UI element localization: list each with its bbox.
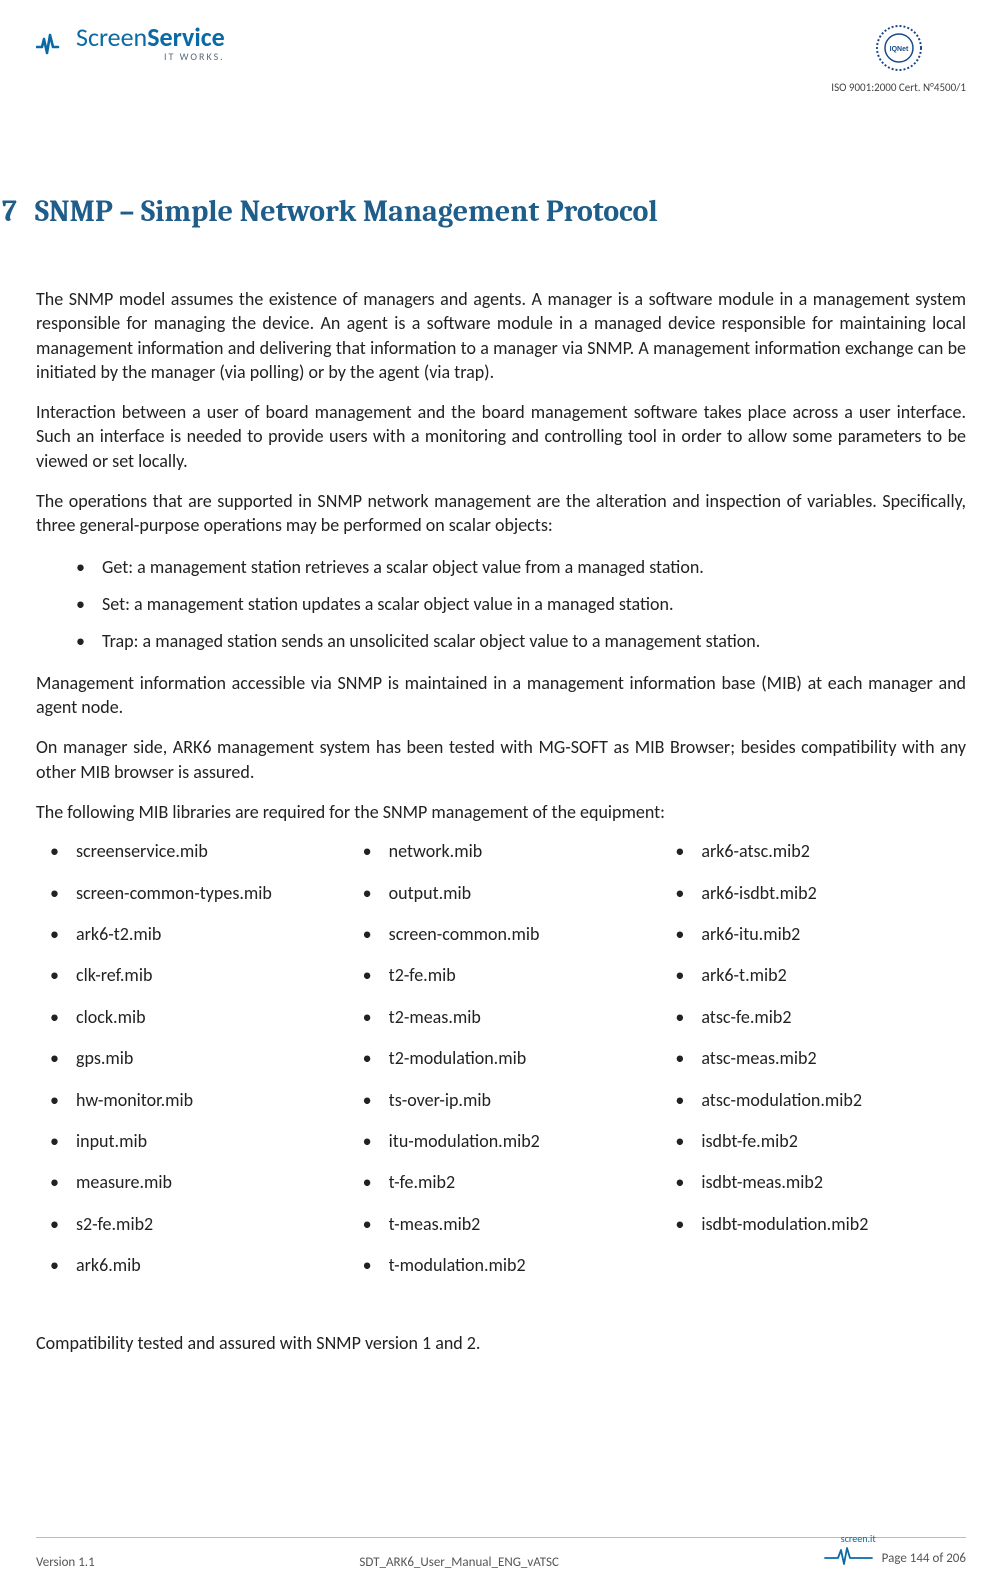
logo-tagline: IT WORKS. bbox=[76, 52, 225, 62]
mib-item: ts-over-ip.mib bbox=[349, 1089, 654, 1112]
paragraph: Management information accessible via SN… bbox=[36, 671, 966, 720]
paragraph: The SNMP model assumes the existence of … bbox=[36, 287, 966, 384]
mib-item: t2-meas.mib bbox=[349, 1006, 654, 1029]
mib-item: t2-modulation.mib bbox=[349, 1047, 654, 1070]
mib-item: network.mib bbox=[349, 840, 654, 863]
header-right: IQNet ISO 9001:2000 Cert. N°4500/1 bbox=[831, 24, 966, 94]
mib-item: s2-fe.mib2 bbox=[36, 1213, 341, 1236]
footer-page: Page 144 of 206 bbox=[882, 1551, 966, 1566]
iqnet-badge-icon: IQNet bbox=[875, 24, 923, 72]
mib-item: t-modulation.mib2 bbox=[349, 1254, 654, 1277]
section-heading: 7 SNMP – Simple Network Management Proto… bbox=[2, 194, 966, 229]
mib-item: ark6-t.mib2 bbox=[661, 964, 966, 987]
footer-version: Version 1.1 bbox=[36, 1555, 95, 1570]
mib-item: isdbt-fe.mib2 bbox=[661, 1130, 966, 1153]
iso-cert-text: ISO 9001:2000 Cert. N°4500/1 bbox=[831, 81, 966, 94]
section-title: SNMP – Simple Network Management Protoco… bbox=[35, 194, 658, 229]
mib-item: output.mib bbox=[349, 882, 654, 905]
mib-item: screen-common-types.mib bbox=[36, 882, 341, 905]
logo-left: ScreenService IT WORKS. bbox=[36, 24, 225, 62]
mib-item: atsc-fe.mib2 bbox=[661, 1006, 966, 1029]
mib-item: hw-monitor.mib bbox=[36, 1089, 341, 1112]
mib-item: itu-modulation.mib2 bbox=[349, 1130, 654, 1153]
mib-item: ark6-itu.mib2 bbox=[661, 923, 966, 946]
mib-item: t-fe.mib2 bbox=[349, 1171, 654, 1194]
mib-item: clk-ref.mib bbox=[36, 964, 341, 987]
mib-item: gps.mib bbox=[36, 1047, 341, 1070]
mib-item: ark6.mib bbox=[36, 1254, 341, 1277]
mib-column-3: ark6-atsc.mib2 ark6-isdbt.mib2 ark6-itu.… bbox=[661, 840, 966, 1295]
mib-item: atsc-meas.mib2 bbox=[661, 1047, 966, 1070]
page-footer: Version 1.1 SDT_ARK6_User_Manual_ENG_vAT… bbox=[36, 1537, 966, 1570]
mib-item: t-meas.mib2 bbox=[349, 1213, 654, 1236]
mib-item: isdbt-meas.mib2 bbox=[661, 1171, 966, 1194]
logo-text: ScreenService bbox=[76, 24, 225, 50]
squiggle-icon bbox=[36, 29, 70, 57]
operations-list: Get: a management station retrieves a sc… bbox=[36, 554, 966, 655]
footer-screenit: screen.it bbox=[841, 1532, 876, 1545]
mib-item: measure.mib bbox=[36, 1171, 341, 1194]
mib-item: screen-common.mib bbox=[349, 923, 654, 946]
paragraph: Interaction between a user of board mana… bbox=[36, 400, 966, 473]
mib-item: t2-fe.mib bbox=[349, 964, 654, 987]
mib-item: clock.mib bbox=[36, 1006, 341, 1029]
squiggle-icon bbox=[824, 1546, 874, 1566]
svg-text:IQNet: IQNet bbox=[889, 46, 908, 53]
paragraph: The operations that are supported in SNM… bbox=[36, 489, 966, 538]
page-header: ScreenService IT WORKS. IQNet ISO 9001:2… bbox=[36, 24, 966, 94]
mib-column-1: screenservice.mib screen-common-types.mi… bbox=[36, 840, 341, 1295]
footer-docname: SDT_ARK6_User_Manual_ENG_vATSC bbox=[359, 1555, 559, 1570]
mib-column-2: network.mib output.mib screen-common.mib… bbox=[349, 840, 654, 1295]
paragraph: Compatibility tested and assured with SN… bbox=[36, 1331, 966, 1355]
paragraph: On manager side, ARK6 management system … bbox=[36, 735, 966, 784]
paragraph: The following MIB libraries are required… bbox=[36, 800, 966, 824]
mib-item: input.mib bbox=[36, 1130, 341, 1153]
list-item: Set: a management station updates a scal… bbox=[36, 591, 966, 618]
logo-suffix: Service bbox=[147, 21, 225, 53]
mib-item: ark6-isdbt.mib2 bbox=[661, 882, 966, 905]
list-item: Trap: a managed station sends an unsolic… bbox=[36, 628, 966, 655]
mib-item: ark6-t2.mib bbox=[36, 923, 341, 946]
mib-columns: screenservice.mib screen-common-types.mi… bbox=[36, 840, 966, 1295]
logo-prefix: Screen bbox=[76, 21, 147, 53]
mib-item: ark6-atsc.mib2 bbox=[661, 840, 966, 863]
mib-item: screenservice.mib bbox=[36, 840, 341, 863]
footer-right: screen.it Page 144 of 206 bbox=[824, 1546, 966, 1570]
section-number: 7 bbox=[2, 194, 17, 229]
list-item: Get: a management station retrieves a sc… bbox=[36, 554, 966, 581]
mib-item: atsc-modulation.mib2 bbox=[661, 1089, 966, 1112]
mib-item: isdbt-modulation.mib2 bbox=[661, 1213, 966, 1236]
